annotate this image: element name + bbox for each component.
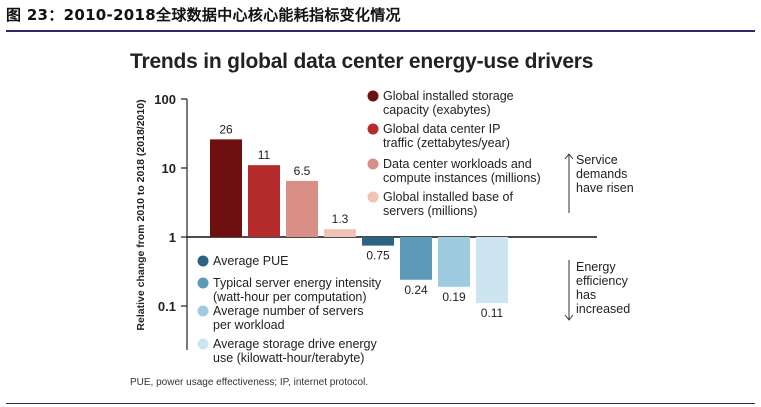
legend-swatch: [197, 338, 209, 350]
legend-label: Global installed storage: [383, 89, 514, 103]
legend-swatch: [367, 90, 379, 102]
annotation-label: demands: [576, 167, 627, 181]
legend-label: Global installed base of: [383, 190, 513, 204]
legend-label: Data center workloads and: [383, 157, 532, 171]
bar-value-label: 0.75: [366, 249, 390, 263]
y-tick-label: 0.1: [158, 299, 176, 314]
bar-value-label: 0.19: [442, 290, 466, 304]
bottom-rule: [6, 403, 755, 404]
bar-value-label: 1.3: [332, 212, 349, 226]
bar-value-label: 0.11: [481, 306, 504, 320]
legend-label: Typical server energy intensity: [213, 276, 382, 290]
bar: [286, 180, 318, 237]
annotation-label: Energy: [576, 260, 616, 274]
y-tick-label: 100: [154, 92, 176, 107]
legend-label: capacity (exabytes): [383, 103, 491, 117]
legend-label: (watt-hour per computation): [213, 290, 367, 304]
bar: [438, 237, 470, 287]
bar: [248, 165, 280, 237]
bar: [210, 139, 242, 237]
bar: [324, 229, 356, 237]
bar-value-label: 6.5: [294, 164, 311, 178]
annotation-label: efficiency: [576, 274, 629, 288]
bar: [362, 237, 394, 246]
footnote: PUE, power usage effectiveness; IP, inte…: [130, 377, 369, 388]
annotation-label: have risen: [576, 181, 634, 195]
legend-swatch: [367, 191, 379, 203]
value-labels-layer: 26 11 6.5 1.3 0.75 0.24 0.19 0.11: [219, 122, 503, 320]
legend-label: per workload: [213, 318, 285, 332]
annotation-label: has: [576, 288, 596, 302]
bar: [476, 237, 508, 304]
legend-label: Average number of servers: [213, 304, 364, 318]
legend-label: servers (millions): [383, 204, 477, 218]
annotation-arrow-head-down: [564, 314, 574, 321]
y-tick-label: 10: [162, 161, 176, 176]
legend-swatch: [367, 123, 379, 135]
chart-title: Trends in global data center energy-use …: [130, 50, 594, 73]
y-axis-label: Relative change from 2010 to 2018 (2018/…: [135, 99, 147, 330]
legend-label: compute instances (millions): [383, 171, 541, 185]
legend-label: use (kilowatt-hour/terabyte): [213, 351, 364, 365]
legend-label: traffic (zettabytes/year): [383, 136, 510, 150]
legend-swatch: [197, 255, 209, 267]
legend-label: Global data center IP: [383, 122, 500, 136]
legend-swatch: [197, 277, 209, 289]
legend-swatch: [197, 305, 209, 317]
annotation-label: increased: [576, 302, 630, 316]
legend-label: Average storage drive energy: [213, 337, 378, 351]
top-rule: [6, 30, 755, 32]
bar-value-label: 0.24: [404, 283, 428, 297]
bar: [400, 237, 432, 280]
bar-value-label: 26: [219, 122, 233, 136]
y-tick-label: 1: [169, 230, 176, 245]
legend-label: Average PUE: [213, 254, 289, 268]
bar-value-label: 11: [258, 148, 271, 162]
legend-swatch: [367, 158, 379, 170]
annotation-arrow-head-up: [564, 153, 574, 160]
bars-layer: [210, 139, 508, 304]
figure-title: 图 23：2010-2018全球数据中心核心能耗指标变化情况: [6, 6, 401, 24]
annotation-label: Service: [576, 153, 618, 167]
